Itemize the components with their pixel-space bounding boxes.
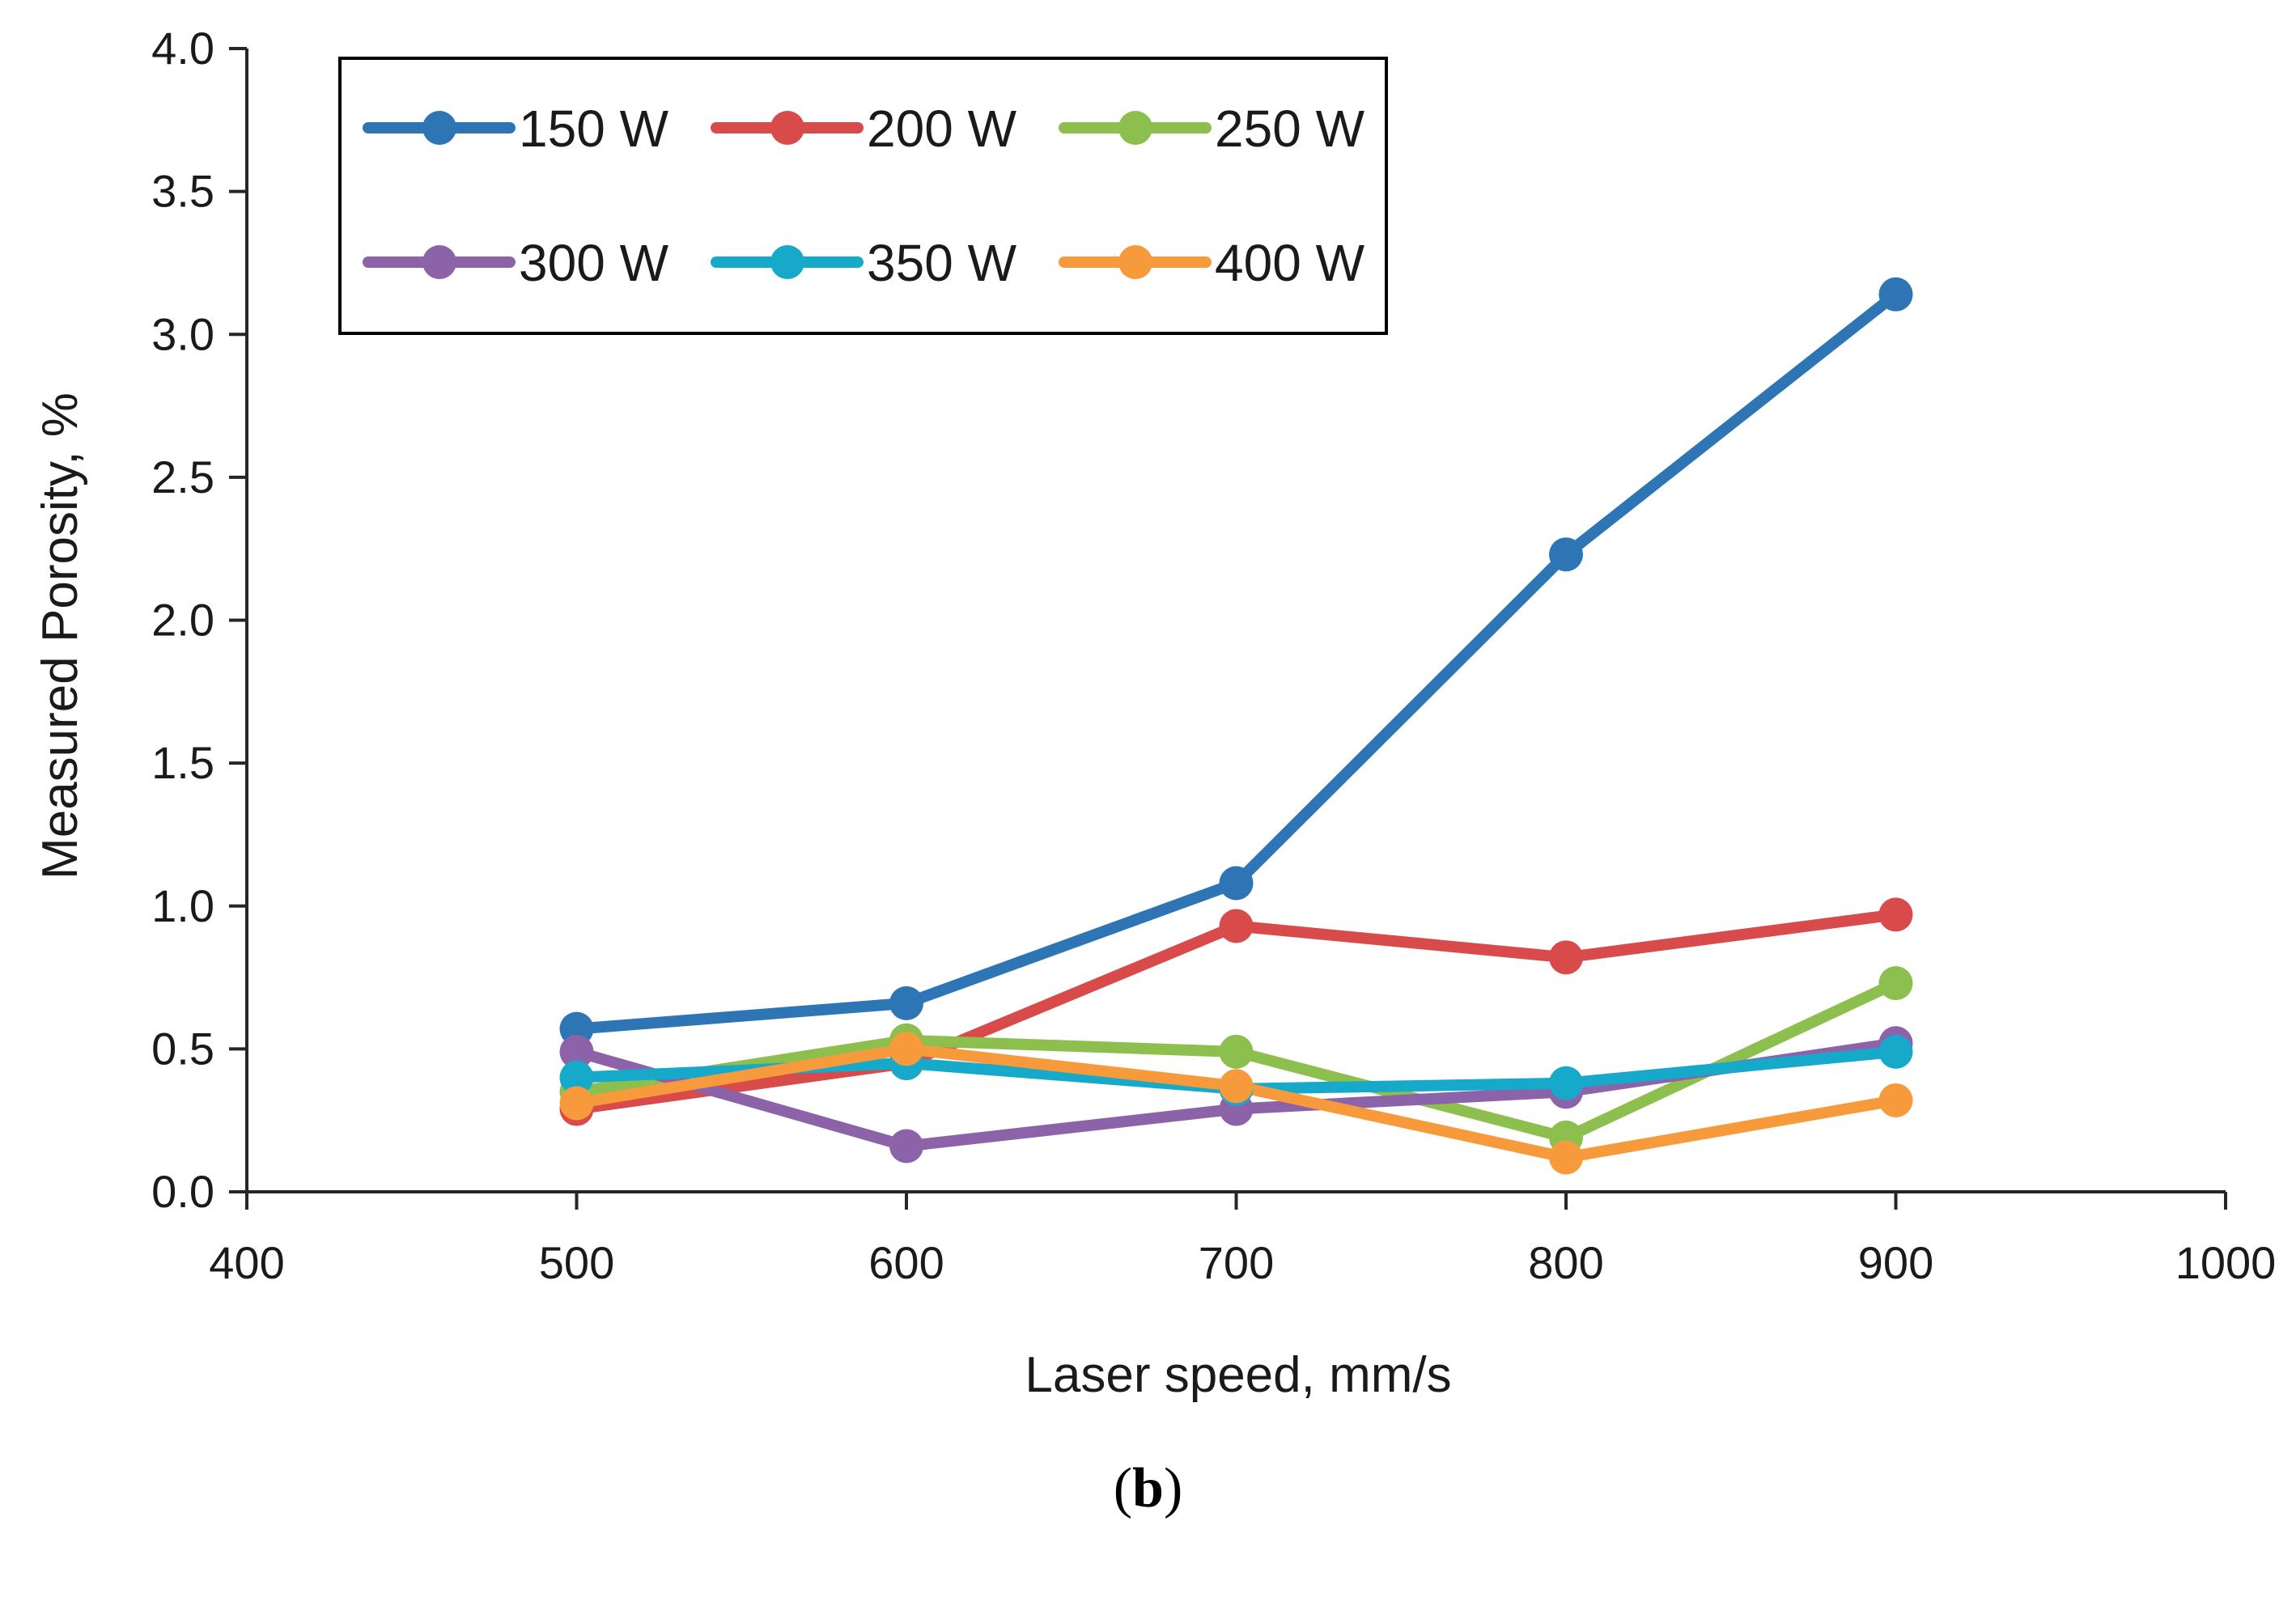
axes: 0.0 0.5 1.0 1.5 2.0 2.5 3.0 3.5 4.0 400 500 600 700 8… bbox=[151, 23, 2276, 1288]
x-tick-label: 600 bbox=[868, 1237, 944, 1288]
legend-swatch-marker-200w bbox=[770, 111, 804, 145]
data-point-250w-900 bbox=[1878, 966, 1913, 1001]
y-axis-title: Measured Porosity, % bbox=[32, 392, 88, 880]
x-tick-label: 800 bbox=[1528, 1237, 1603, 1288]
legend-box bbox=[338, 57, 1388, 335]
data-point-300w-600 bbox=[889, 1129, 923, 1164]
data-point-350w-500 bbox=[559, 1060, 594, 1095]
x-tick-label: 900 bbox=[1858, 1237, 1933, 1288]
caption-letter: b bbox=[1132, 1457, 1164, 1520]
data-point-400w-500 bbox=[559, 1086, 594, 1121]
data-point-150w-800 bbox=[1549, 537, 1583, 572]
legend: 150 W 200 W 250 W 300 W 350 W 400 W bbox=[338, 57, 1388, 335]
legend-label-400w: 400 W bbox=[1215, 234, 1365, 292]
y-tick-label: 2.0 bbox=[151, 595, 214, 646]
data-point-150w-900 bbox=[1878, 277, 1913, 312]
series-lines bbox=[571, 288, 1902, 1164]
y-tick-label: 1.5 bbox=[151, 737, 214, 788]
x-tick-label: 700 bbox=[1199, 1237, 1274, 1288]
legend-swatch-marker-400w bbox=[1118, 245, 1152, 279]
data-point-400w-900 bbox=[1878, 1083, 1913, 1117]
data-point-200w-700 bbox=[1219, 909, 1254, 943]
data-point-200w-800 bbox=[1549, 940, 1583, 975]
figure-caption: (b) bbox=[0, 1456, 2296, 1521]
legend-label-200w: 200 W bbox=[867, 100, 1017, 158]
legend-swatch-marker-150w bbox=[422, 111, 456, 145]
caption-close: ) bbox=[1163, 1457, 1183, 1520]
legend-label-300w: 300 W bbox=[519, 234, 669, 292]
y-tick-label: 1.0 bbox=[151, 880, 214, 931]
legend-swatch-marker-300w bbox=[422, 245, 456, 279]
x-axis-title: Laser speed, mm/s bbox=[1025, 1347, 1451, 1403]
x-tick-label: 1000 bbox=[2175, 1237, 2277, 1288]
y-tick-label: 0.5 bbox=[151, 1023, 214, 1074]
caption-open: ( bbox=[1113, 1457, 1133, 1520]
legend-label-150w: 150 W bbox=[519, 100, 669, 158]
data-point-200w-900 bbox=[1878, 897, 1913, 932]
data-point-250w-700 bbox=[1219, 1034, 1254, 1069]
y-tick-label: 3.5 bbox=[151, 166, 214, 217]
data-point-400w-700 bbox=[1219, 1069, 1254, 1104]
x-tick-label: 400 bbox=[209, 1237, 284, 1288]
x-tick-label: 500 bbox=[539, 1237, 614, 1288]
y-tick-label: 4.0 bbox=[151, 23, 214, 74]
data-point-300w-500 bbox=[559, 1034, 594, 1069]
legend-swatch-marker-250w bbox=[1118, 111, 1152, 145]
data-point-400w-600 bbox=[889, 1032, 923, 1066]
data-point-150w-700 bbox=[1219, 866, 1254, 901]
legend-swatch-marker-350w bbox=[770, 245, 804, 279]
series-points bbox=[559, 277, 1913, 1175]
data-point-350w-900 bbox=[1878, 1034, 1913, 1069]
data-point-150w-600 bbox=[889, 986, 923, 1020]
y-tick-label: 2.5 bbox=[151, 451, 214, 502]
data-point-400w-800 bbox=[1549, 1140, 1583, 1175]
y-tick-label: 3.0 bbox=[151, 308, 214, 359]
legend-label-350w: 350 W bbox=[867, 234, 1017, 292]
legend-label-250w: 250 W bbox=[1215, 100, 1365, 158]
y-tick-label: 0.0 bbox=[151, 1166, 214, 1217]
data-point-350w-800 bbox=[1549, 1066, 1583, 1100]
